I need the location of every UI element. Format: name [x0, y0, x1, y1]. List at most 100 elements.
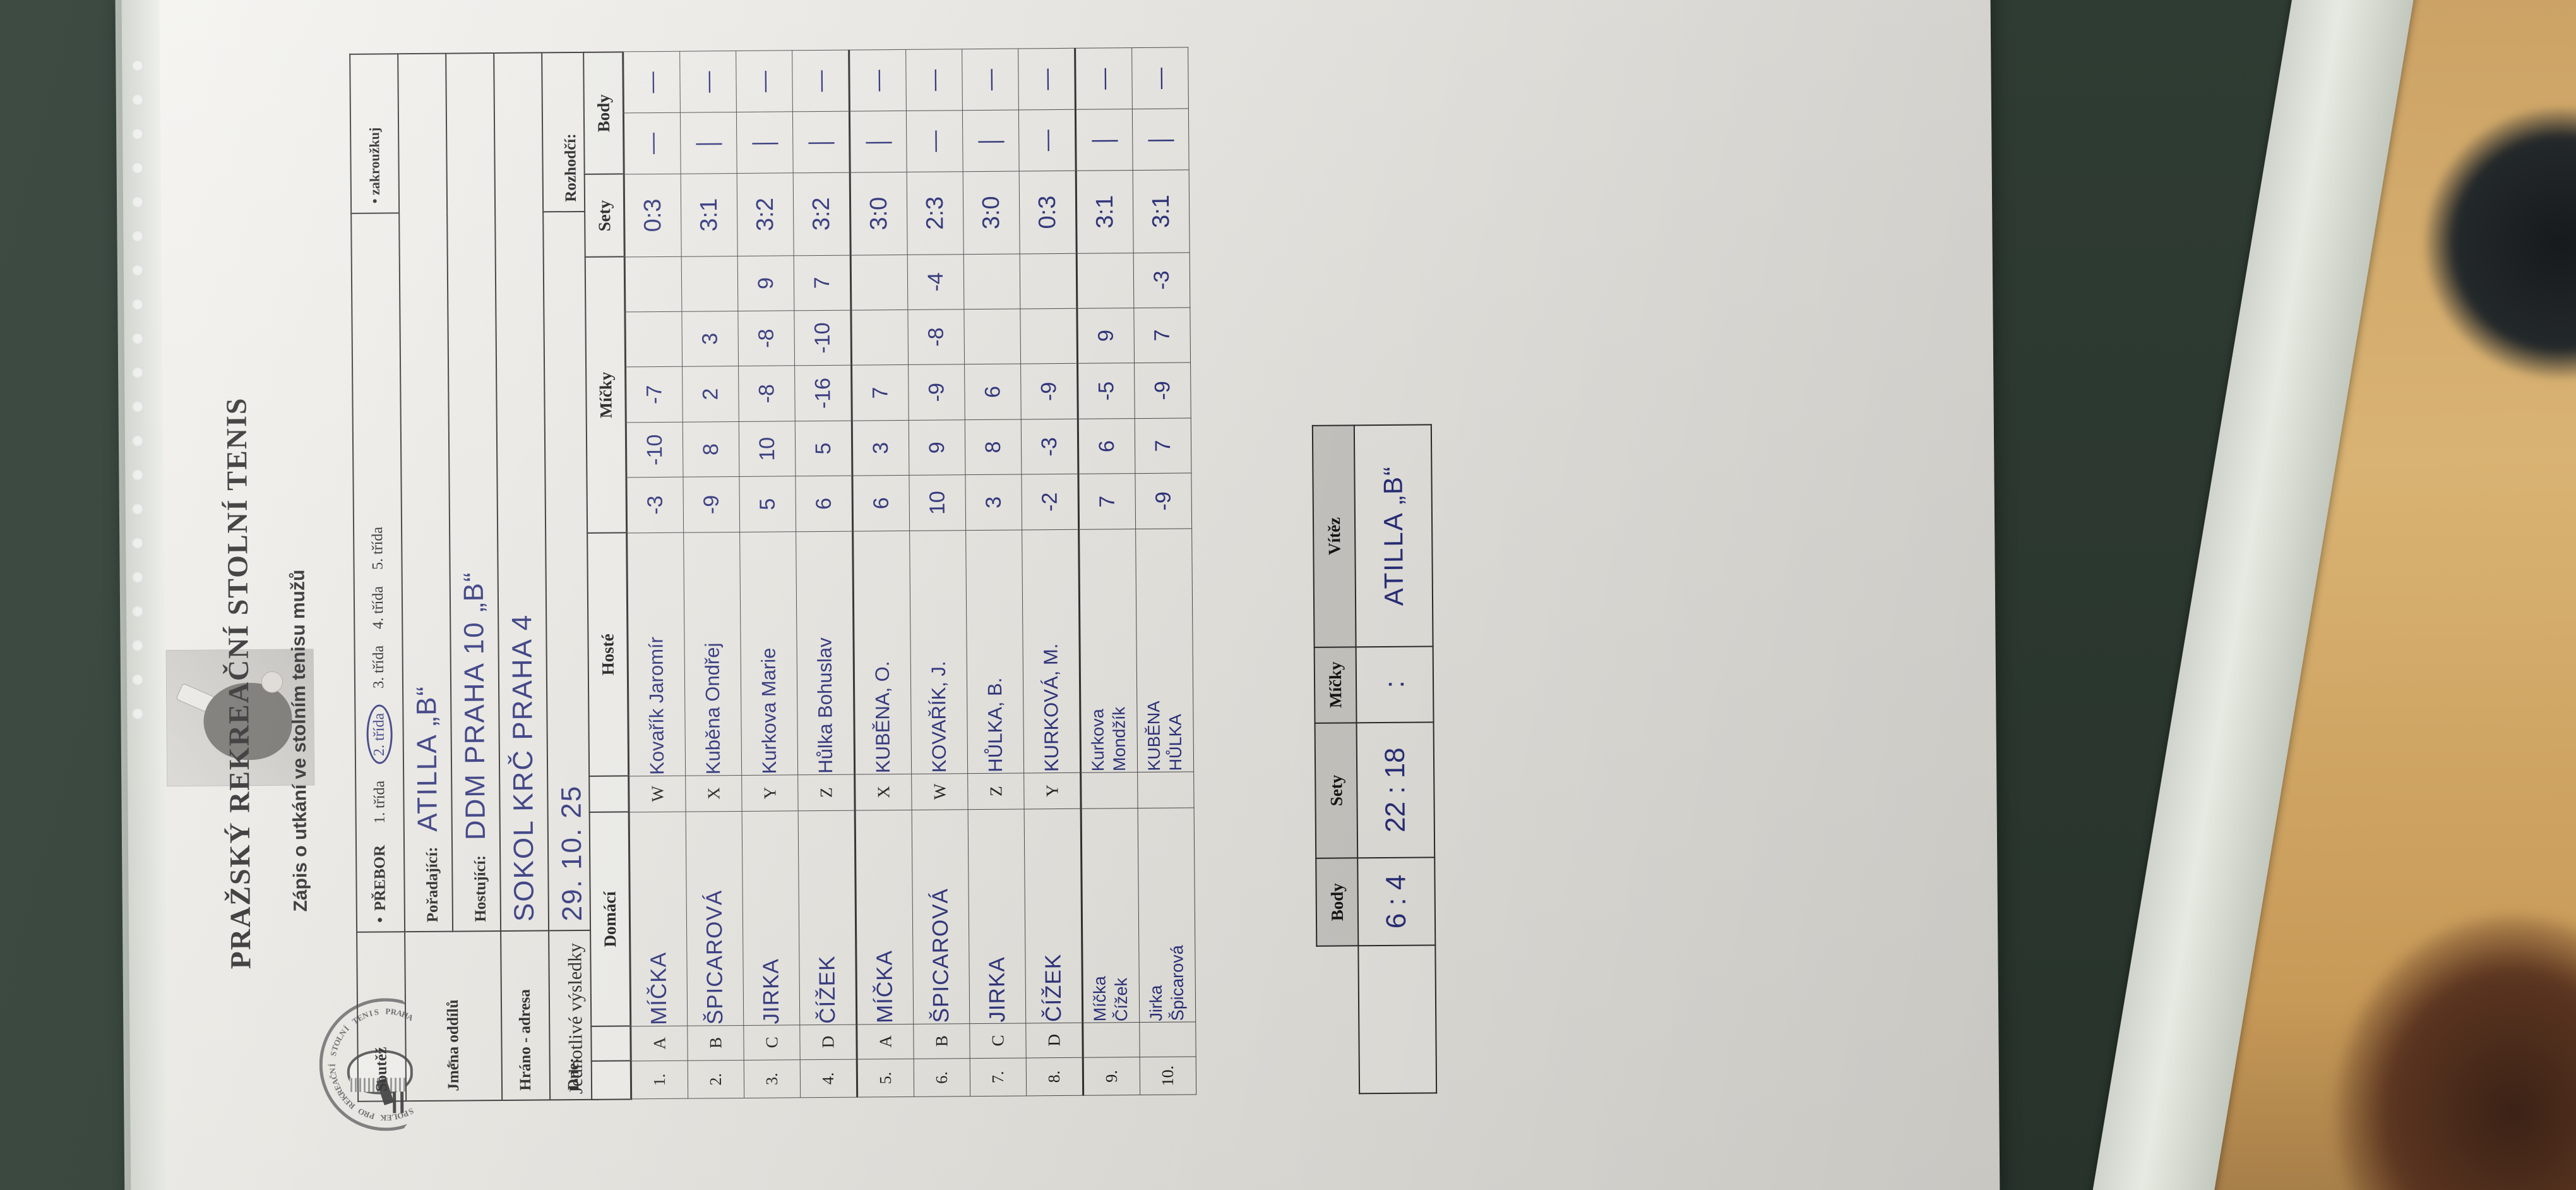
ball-score-3[interactable]: -9 — [1134, 363, 1191, 419]
ball-score-5[interactable] — [850, 255, 908, 310]
ball-score-1[interactable]: 6 — [852, 475, 910, 531]
body-home[interactable]: — — [906, 110, 963, 172]
total-body-value[interactable]: 6 : 4 — [1380, 874, 1412, 929]
home-player[interactable]: ŠPICAROVÁ — [912, 809, 970, 1025]
body-guest[interactable]: — — [792, 50, 850, 112]
body-guest[interactable]: — — [849, 49, 907, 112]
body-home[interactable]: │ — [849, 111, 907, 172]
class-option-3[interactable]: 3. třída — [370, 645, 387, 689]
sets-score[interactable]: 3:2 — [793, 172, 851, 256]
body-home[interactable]: │ — [1075, 109, 1133, 171]
ball-score-2[interactable]: 8 — [683, 421, 739, 478]
guest-player[interactable]: KUBĚNA, O. — [852, 531, 912, 774]
ball-score-3[interactable]: -9 — [1020, 363, 1078, 419]
ball-score-4[interactable]: 9 — [1076, 308, 1135, 364]
total-sety-value[interactable]: 22 : 18 — [1379, 747, 1411, 833]
ball-score-2[interactable]: 10 — [739, 421, 796, 477]
ball-score-4[interactable] — [963, 308, 1021, 365]
ball-score-5[interactable]: -4 — [907, 254, 964, 310]
body-guest[interactable]: — — [962, 49, 1019, 111]
ball-score-4[interactable]: -10 — [794, 310, 852, 366]
class-option-2-selected[interactable]: 2. třída — [366, 704, 393, 765]
ball-score-1[interactable]: 10 — [909, 475, 966, 531]
hostujici-value[interactable]: DDM PRAHA 10 „B“ — [458, 571, 491, 841]
home-player[interactable]: Míčka Čížek — [1081, 808, 1140, 1023]
home-player[interactable]: Jirka Špicarová — [1138, 807, 1196, 1023]
guest-player[interactable]: Kuběna Ondřej — [683, 532, 742, 776]
ball-score-1[interactable]: -2 — [1021, 474, 1079, 530]
ball-score-1[interactable]: 3 — [965, 474, 1022, 531]
sets-score[interactable]: 3:2 — [737, 172, 794, 256]
home-player[interactable]: ČÍŽEK — [1024, 808, 1083, 1023]
ball-score-5[interactable] — [624, 256, 682, 312]
ball-score-3[interactable]: -7 — [625, 366, 683, 423]
home-player[interactable]: JIRKA — [742, 810, 800, 1026]
ball-score-5[interactable] — [963, 253, 1020, 310]
ball-score-3[interactable]: 6 — [964, 364, 1022, 420]
sets-score[interactable]: 3:0 — [850, 172, 908, 255]
sets-score[interactable]: 2:3 — [907, 171, 964, 255]
sets-score[interactable]: 3:1 — [681, 173, 738, 257]
ball-score-3[interactable]: -9 — [908, 364, 965, 421]
body-home[interactable]: │ — [962, 110, 1020, 172]
guest-player[interactable]: KURKOVÁ, M. — [1022, 529, 1081, 773]
body-guest[interactable]: — — [905, 49, 963, 111]
dne-value[interactable]: 29. 10. 25 — [556, 784, 588, 922]
ball-score-3[interactable]: -5 — [1077, 363, 1135, 419]
body-home[interactable]: │ — [792, 111, 850, 173]
body-guest[interactable]: — — [679, 51, 737, 113]
ball-score-5[interactable]: 7 — [794, 255, 851, 311]
ball-score-1[interactable]: -3 — [626, 477, 684, 533]
ball-score-2[interactable]: 9 — [909, 419, 965, 476]
body-home[interactable]: — — [1018, 109, 1076, 171]
sets-score[interactable]: 3:1 — [1133, 169, 1190, 253]
ball-score-3[interactable]: 2 — [682, 366, 739, 423]
sets-score[interactable]: 3:1 — [1076, 170, 1134, 254]
ball-score-2[interactable]: 3 — [852, 420, 909, 476]
total-vitez-value[interactable]: ATILLA „B“ — [1378, 465, 1409, 606]
ball-score-5[interactable]: -3 — [1133, 252, 1190, 308]
body-guest[interactable]: — — [1018, 48, 1076, 111]
body-home[interactable]: │ — [1132, 109, 1190, 171]
ball-score-4[interactable]: -8 — [907, 309, 965, 365]
ball-score-3[interactable]: -16 — [794, 365, 852, 421]
class-option-5[interactable]: 5. třída — [369, 526, 386, 570]
body-guest[interactable]: — — [736, 51, 793, 112]
ball-score-1[interactable]: -9 — [1135, 473, 1192, 529]
ball-score-4[interactable] — [624, 311, 683, 368]
home-player[interactable]: ČÍŽEK — [798, 810, 857, 1025]
ball-score-5[interactable] — [1020, 253, 1077, 309]
home-player[interactable]: JIRKA — [968, 808, 1026, 1024]
ball-score-5[interactable] — [1076, 253, 1134, 309]
class-option-1[interactable]: 1. třída — [371, 780, 388, 824]
body-home[interactable]: │ — [736, 112, 794, 174]
ball-score-3[interactable]: -8 — [738, 366, 796, 422]
guest-player[interactable]: KUBĚNA HŮLKA — [1135, 528, 1194, 772]
ball-score-1[interactable]: 7 — [1078, 474, 1136, 529]
home-player[interactable]: ŠPICAROVÁ — [686, 811, 744, 1026]
ball-score-4[interactable]: 3 — [681, 311, 739, 367]
poradajici-value[interactable]: ATILLA „B“ — [411, 685, 443, 832]
ball-score-1[interactable]: -9 — [683, 476, 740, 532]
total-micky-value[interactable]: : — [1379, 680, 1410, 688]
home-player[interactable]: MÍČKA — [629, 811, 688, 1026]
guest-player[interactable]: Hůlka Bohuslav — [796, 531, 855, 775]
guest-player[interactable]: Kurkova Marie — [739, 531, 798, 776]
ball-score-4[interactable]: 7 — [1133, 307, 1191, 363]
body-guest[interactable]: — — [1075, 48, 1133, 110]
ball-score-2[interactable]: 6 — [1078, 418, 1135, 474]
ball-score-4[interactable] — [1020, 308, 1078, 364]
sets-score[interactable]: 0:3 — [624, 174, 682, 257]
ball-score-2[interactable]: 8 — [965, 419, 1022, 476]
body-guest[interactable]: — — [1131, 47, 1189, 109]
ball-score-1[interactable]: 5 — [739, 476, 796, 532]
body-guest[interactable]: — — [623, 51, 681, 114]
ball-score-3[interactable]: 7 — [851, 364, 909, 421]
ball-score-4[interactable]: -8 — [737, 310, 795, 366]
ball-score-2[interactable]: 7 — [1135, 418, 1191, 474]
body-home[interactable]: │ — [680, 112, 737, 174]
sets-score[interactable]: 3:0 — [963, 171, 1020, 255]
guest-player[interactable]: KOVAŘÍK, J. — [909, 530, 968, 774]
ball-score-2[interactable]: -10 — [626, 422, 683, 478]
class-option-4[interactable]: 4. třída — [369, 586, 386, 630]
